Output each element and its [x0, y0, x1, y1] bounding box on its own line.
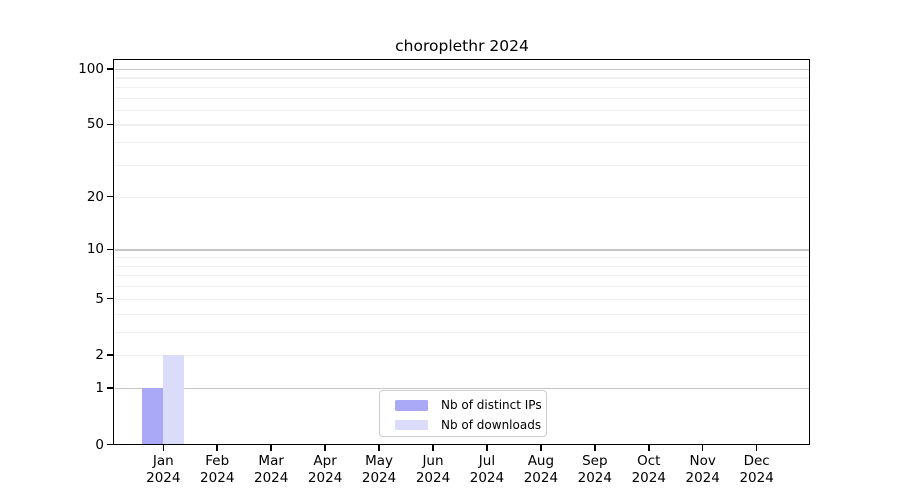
x-tick-label: Mar 2024 — [253, 452, 289, 486]
legend-item-label: Nb of downloads — [441, 417, 542, 432]
y-tick-label: 0 — [95, 436, 104, 453]
x-tick-mark — [324, 444, 326, 451]
x-tick-mark — [648, 444, 650, 451]
x-tick-label: Jan 2024 — [146, 452, 181, 486]
x-tick-label: Aug 2024 — [523, 452, 559, 486]
x-tick-mark — [378, 444, 380, 451]
x-tick-label: Feb 2024 — [200, 452, 235, 486]
x-tick-mark — [755, 444, 758, 451]
y-tick-label: 2 — [95, 347, 104, 364]
y-tick-label: 50 — [86, 116, 104, 133]
y-tick-label: 5 — [95, 290, 104, 307]
x-tick-label: Dec 2024 — [739, 452, 774, 486]
legend-item: Nb of distinct IPs — [380, 396, 546, 416]
y-tick-label: 10 — [86, 241, 104, 258]
legend-swatch — [395, 419, 428, 430]
x-tick-label: Nov 2024 — [685, 452, 720, 486]
x-tick-label: Apr 2024 — [307, 452, 343, 486]
x-tick-label: Oct 2024 — [631, 452, 666, 486]
x-tick-label: Sep 2024 — [577, 452, 612, 486]
legend: Nb of distinct IPs Nb of downloads — [379, 390, 547, 437]
legend-swatch — [395, 400, 428, 411]
plot-border — [113, 59, 810, 445]
legend-item-label: Nb of distinct IPs — [441, 398, 542, 413]
x-tick-mark — [540, 444, 542, 451]
chart-title: choroplethr 2024 — [395, 37, 529, 55]
x-tick-label: Jun 2024 — [415, 452, 451, 486]
x-tick-mark — [486, 444, 488, 451]
x-tick-mark — [432, 444, 434, 451]
legend-item: Nb of downloads — [380, 415, 546, 435]
y-tick-label: 1 — [95, 380, 104, 397]
x-tick-mark — [270, 444, 272, 451]
x-tick-label: Jul 2024 — [469, 452, 505, 486]
x-tick-mark — [162, 444, 165, 451]
x-tick-mark — [594, 444, 596, 451]
x-tick-mark — [216, 444, 218, 451]
x-tick-label: May 2024 — [361, 452, 397, 486]
x-tick-mark — [701, 444, 704, 451]
y-tick-label: 20 — [86, 188, 104, 205]
y-tick-label: 100 — [78, 60, 104, 77]
